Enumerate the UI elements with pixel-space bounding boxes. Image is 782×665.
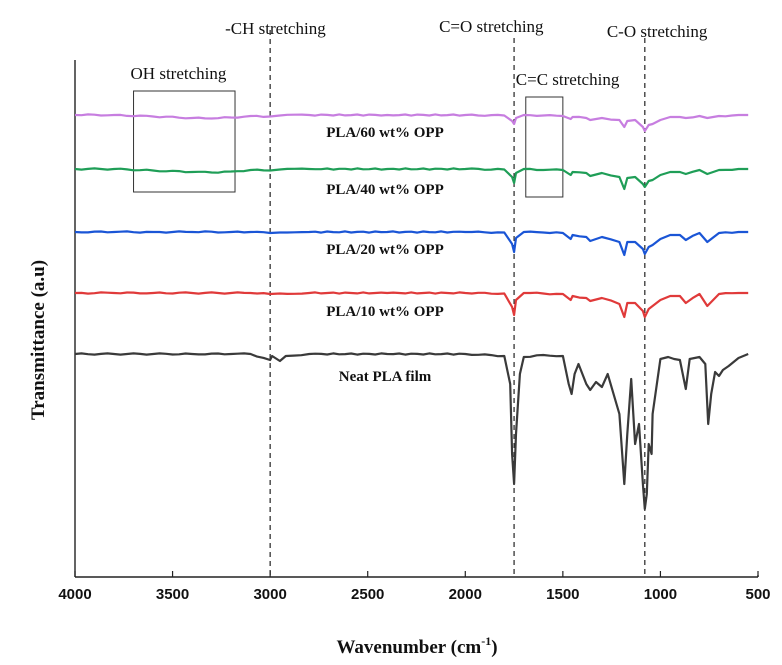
series-line-3: [74, 291, 749, 319]
x-axis-title-main: Wavenumber (cm: [336, 637, 481, 658]
x-tick-label: 3500: [156, 586, 189, 603]
annotation-dashed-lines: [269, 30, 646, 577]
series-label-3: PLA/10 wt% OPP: [326, 304, 444, 320]
x-tick-label: 2500: [351, 586, 384, 603]
x-tick-label: 3000: [253, 586, 286, 603]
series-line-1: [74, 167, 749, 191]
oh-box: [133, 90, 236, 193]
x-axis-title-sup: -1: [481, 634, 491, 648]
annotation-ch: -CH stretching: [225, 19, 326, 38]
series-label-2: PLA/20 wt% OPP: [326, 242, 444, 258]
series-line-2: [74, 230, 749, 257]
series-label-1: PLA/40 wt% OPP: [326, 182, 444, 198]
cc-box: [525, 96, 564, 198]
series-line-0: [74, 113, 749, 133]
x-tick-label: 2000: [449, 586, 482, 603]
x-axis-ticks: 4000 3500 3000 2500 2000 1500 1000 500: [58, 571, 771, 603]
annotation-oh: OH stretching: [131, 64, 227, 83]
series-label-0: PLA/60 wt% OPP: [326, 125, 444, 141]
annotation-boxes: [133, 90, 564, 198]
series-labels: PLA/60 wt% OPP PLA/40 wt% OPP PLA/20 wt% O…: [326, 125, 444, 385]
annotation-co_single: C-O stretching: [607, 22, 708, 41]
x-axis-title: Wavenumber (cm-1): [336, 634, 497, 658]
x-tick-label: 500: [745, 586, 770, 603]
annotation-cc: C=C stretching: [516, 70, 620, 89]
series-label-4: Neat PLA film: [339, 369, 432, 385]
series-line-4: [74, 352, 749, 511]
x-axis-title-tail: ): [491, 637, 497, 658]
x-tick-label: 1500: [546, 586, 579, 603]
annotation-co_double: C=O stretching: [439, 17, 544, 36]
series-layer: [74, 113, 749, 511]
x-tick-label: 1000: [644, 586, 677, 603]
annotation-labels: -CH stretching C=O stretching C-O stretchi…: [131, 17, 708, 89]
y-axis-title: Transmittance (a.u): [28, 260, 49, 420]
x-tick-label: 4000: [58, 586, 91, 603]
